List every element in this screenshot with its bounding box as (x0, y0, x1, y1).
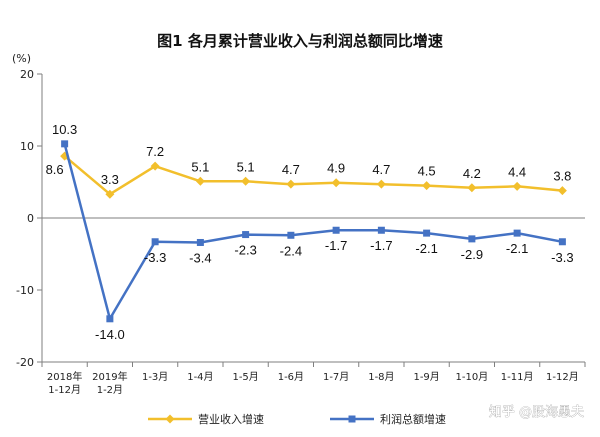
x-tick-label-line: 1-3月 (142, 371, 168, 383)
data-label: 4.7 (282, 162, 300, 177)
data-label: -2.4 (280, 243, 302, 258)
legend: 营业收入增速 利润总额增速 (148, 412, 446, 426)
data-label: 4.4 (508, 164, 526, 179)
legend-item: 利润总额增速 (330, 412, 446, 426)
data-point (468, 235, 476, 243)
data-label: 7.2 (146, 144, 164, 159)
x-tick-label: 1-3月 (142, 371, 168, 383)
y-tick-label: -20 (16, 356, 34, 369)
x-tick-label: 1-10月 (456, 371, 489, 383)
x-tick-label-line: 1-10月 (456, 371, 489, 383)
x-tick-label-line: 2018年 (47, 370, 82, 383)
data-label: 4.2 (463, 166, 481, 181)
series-layer: 8.63.37.25.1 5.1 4.7 4.9 4.7 4.5 4.2 4.4 3.810.3… (46, 122, 574, 342)
x-tick-label: 1-11月 (501, 371, 534, 383)
x-tick-label-line: 1-5月 (232, 371, 258, 383)
data-label: 10.3 (52, 122, 77, 137)
data-point (151, 238, 159, 246)
data-point (376, 179, 386, 189)
x-tick-label-line: 1-4月 (187, 371, 213, 383)
data-label: -2.9 (461, 247, 483, 262)
x-tick-label-line: 1-8月 (368, 371, 394, 383)
data-label: -3.3 (144, 250, 166, 265)
data-point (61, 140, 69, 148)
x-tick-label: 2018年 1-12月 (47, 370, 82, 396)
legend-label: 利润总额增速 (380, 412, 446, 426)
data-point (377, 226, 385, 234)
x-tick-label: 1-9月 (413, 371, 439, 383)
data-point (241, 176, 251, 186)
data-label: -3.4 (189, 250, 211, 265)
data-label: -2.1 (415, 241, 437, 256)
data-point (513, 229, 521, 237)
x-tick-label-line: 1-11月 (501, 371, 534, 383)
data-point (467, 183, 477, 193)
x-tick-label: 1-12月 (546, 371, 579, 383)
x-tick-label: 1-4月 (187, 371, 213, 383)
x-tick-label-line: 2019年 (92, 370, 127, 383)
y-tick-label: 10 (20, 140, 34, 153)
series-line (63, 155, 563, 196)
x-tick-label: 1-6月 (278, 371, 304, 383)
data-label: 5.1 (237, 159, 255, 174)
data-label: 5.1 (191, 159, 209, 174)
data-point (331, 178, 341, 188)
legend-item: 营业收入增速 (148, 412, 264, 426)
x-tick-label: 1-7月 (323, 371, 349, 383)
y-axis-unit: (%) (12, 52, 31, 65)
data-label: -14.0 (95, 327, 125, 342)
data-point (286, 179, 296, 189)
data-point (332, 226, 340, 234)
x-tick-label-line: 1-9月 (413, 371, 439, 383)
data-point (557, 186, 567, 196)
data-label: 4.7 (372, 162, 390, 177)
data-point (512, 181, 522, 191)
x-tick-label-line: 1-7月 (323, 371, 349, 383)
x-tick-label: 1-5月 (232, 371, 258, 383)
data-label: 8.6 (46, 162, 64, 177)
data-point (422, 181, 432, 191)
y-tick-label: 20 (20, 68, 34, 81)
data-label: 4.9 (327, 161, 345, 176)
series-profit: 10.3 -14.0 -3.3 -3.4 -2.3 -2.4 -1.7 -1.7 -2.1 -2.… (52, 122, 574, 342)
data-label: 3.3 (101, 172, 119, 187)
x-tick-label-line: 1-12月 (546, 371, 579, 383)
x-tick-label-line: 1-2月 (97, 384, 123, 396)
y-tick-label: 0 (27, 212, 34, 225)
x-tick-label: 1-8月 (368, 371, 394, 383)
data-point (242, 231, 250, 239)
chart-title: 图1 各月累计营业收入与利润总额同比增速 (157, 32, 443, 50)
legend-label: 营业收入增速 (198, 412, 264, 426)
x-tick-label: 2019年 1-2月 (92, 370, 127, 396)
data-label: -3.3 (551, 250, 573, 265)
data-label: -1.7 (325, 238, 347, 253)
data-point (196, 238, 204, 246)
x-tick-label-line: 1-6月 (278, 371, 304, 383)
legend-marker (165, 414, 175, 424)
data-point (106, 315, 114, 323)
data-label: -2.1 (506, 241, 528, 256)
data-point (287, 231, 295, 239)
data-label: -2.3 (234, 243, 256, 258)
data-point (558, 238, 566, 246)
data-point (105, 189, 115, 199)
y-tick-label: -10 (16, 284, 34, 297)
series-revenue: 8.6 3.3 7.2 5.1 5.1 4.7 4.9 4.7 4.5 4.2 4.4 3.8 (46, 144, 571, 199)
data-label: -1.7 (370, 238, 392, 253)
data-label: 4.5 (418, 164, 436, 179)
series-line (63, 143, 563, 321)
watermark: 知乎 @股海愚夫 (489, 404, 584, 420)
data-point (195, 176, 205, 186)
legend-marker (348, 415, 356, 423)
data-point (423, 229, 431, 237)
data-point (150, 161, 160, 171)
data-label: 3.8 (553, 169, 571, 184)
x-tick-label-line: 1-12月 (48, 384, 81, 396)
